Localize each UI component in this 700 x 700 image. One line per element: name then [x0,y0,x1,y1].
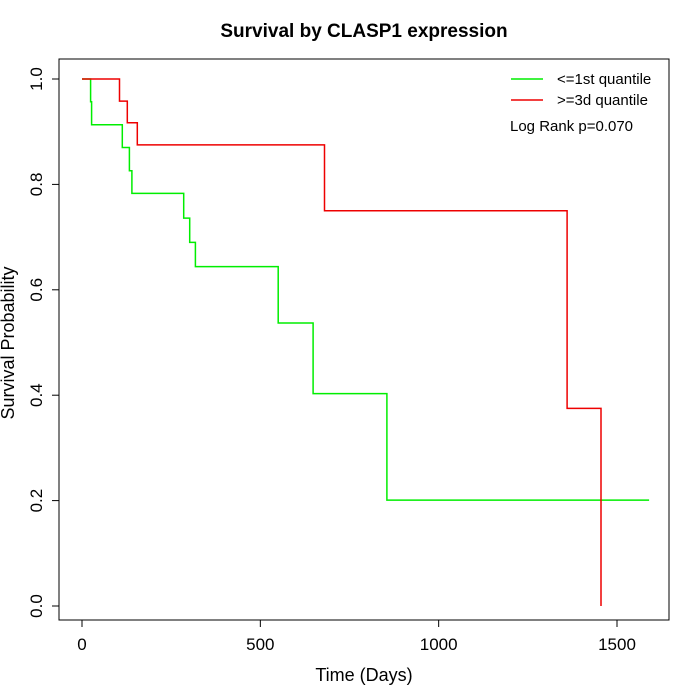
chart-title: Survival by CLASP1 expression [220,21,507,42]
y-tick-label: 0.2 [27,489,46,513]
legend-label-low: <=1st quantile [557,71,651,88]
survival-curves [82,78,650,606]
y-tick-label: 0.0 [27,594,46,618]
legend-label-high: >=3d quantile [557,92,648,109]
legend: <=1st quantile >=3d quantile [511,71,651,109]
x-axis-label: Time (Days) [315,665,412,685]
y-tick-label: 0.6 [27,278,46,302]
x-tick-label: 500 [246,635,274,654]
x-axis: 0 500 1000 1500 [77,619,636,654]
y-axis-label: Survival Probability [0,266,18,419]
y-tick-label: 1.0 [27,67,46,91]
series-low-quantile-curve [82,78,650,501]
series-high-quantile-curve [82,78,602,606]
x-tick-label: 1000 [420,635,458,654]
y-axis: 0.0 0.2 0.4 0.6 0.8 1.0 [27,67,60,618]
plot-box [58,58,670,621]
x-tick-label: 1500 [598,635,636,654]
log-rank-annotation: Log Rank p=0.070 [510,118,633,135]
x-tick-label: 0 [77,635,86,654]
y-tick-label: 0.4 [27,383,46,407]
y-tick-label: 0.8 [27,173,46,197]
